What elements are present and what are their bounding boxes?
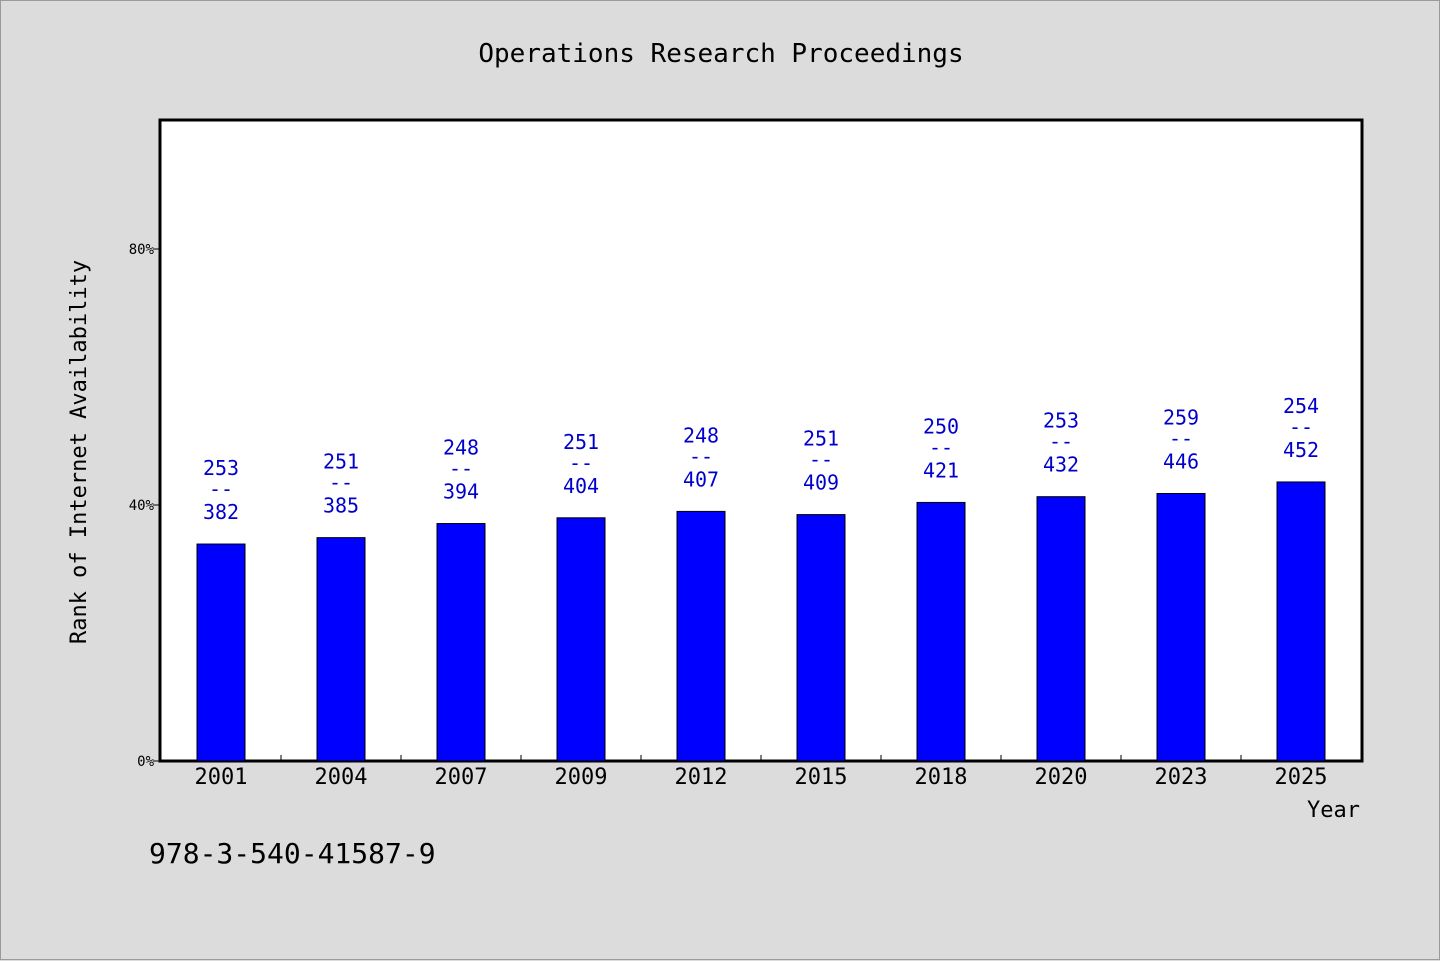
data-label-top-2001: 253 <box>203 456 239 480</box>
x-tick-label-2007: 2007 <box>435 765 488 790</box>
data-label-sep-2025: -- <box>1289 415 1313 439</box>
data-label-sep-2018: -- <box>929 435 953 459</box>
data-label-top-2015: 251 <box>803 427 839 451</box>
data-label-sep-2023: -- <box>1169 426 1193 450</box>
data-label-bottom-2004: 385 <box>323 494 359 518</box>
data-label-sep-2012: -- <box>689 444 713 468</box>
data-label-bottom-2009: 404 <box>563 474 599 498</box>
data-label-bottom-2001: 382 <box>203 500 239 524</box>
x-tick-label-2012: 2012 <box>675 765 728 790</box>
y-tick-label: 80% <box>129 242 155 258</box>
data-label-bottom-2015: 409 <box>803 471 839 495</box>
bar-2001 <box>196 543 246 762</box>
data-label-sep-2009: -- <box>569 451 593 475</box>
data-label-sep-2007: -- <box>449 457 473 481</box>
x-tick-label-2020: 2020 <box>1035 765 1088 790</box>
ticks-layer: 0% 40% 80% 2001 2004 2007 2009 2012 2015 2018 2020… <box>129 242 1328 790</box>
data-label-top-2009: 251 <box>563 430 599 454</box>
data-label-sep-2001: -- <box>209 477 233 501</box>
bar-2020 <box>1036 496 1086 762</box>
y-tick-label: 40% <box>129 498 155 514</box>
bar-2004 <box>316 537 366 762</box>
x-tick-label-2009: 2009 <box>555 765 608 790</box>
data-label-top-2018: 250 <box>923 414 959 438</box>
isbn-footnote: 978-3-540-41587-9 <box>149 837 436 870</box>
bars-layer <box>196 481 1326 762</box>
data-label-bottom-2012: 407 <box>683 467 719 491</box>
x-tick-label-2001: 2001 <box>195 765 248 790</box>
bar-2009 <box>556 517 606 762</box>
bar-2018 <box>916 501 966 762</box>
data-label-top-2004: 251 <box>323 450 359 474</box>
data-label-bottom-2018: 421 <box>923 458 959 482</box>
chart-title: Operations Research Proceedings <box>478 39 963 69</box>
bar-2007 <box>436 523 486 762</box>
bar-2015 <box>796 514 846 762</box>
bar-2023 <box>1156 492 1206 762</box>
data-label-sep-2015: -- <box>809 448 833 472</box>
data-label-sep-2020: -- <box>1049 430 1073 454</box>
x-tick-label-2004: 2004 <box>315 765 368 790</box>
bar-2025 <box>1276 481 1326 762</box>
data-label-top-2012: 248 <box>683 423 719 447</box>
data-label-top-2020: 253 <box>1043 409 1079 433</box>
data-label-bottom-2025: 452 <box>1283 438 1319 462</box>
x-axis-label: Year <box>1307 798 1360 823</box>
y-axis-label: Rank of Internet Availability <box>67 260 92 644</box>
data-label-sep-2004: -- <box>329 471 353 495</box>
data-label-bottom-2007: 394 <box>443 480 479 504</box>
data-label-top-2023: 259 <box>1163 405 1199 429</box>
x-tick-label-2015: 2015 <box>795 765 848 790</box>
bar-2012 <box>676 510 726 762</box>
x-tick-label-2023: 2023 <box>1155 765 1208 790</box>
x-tick-label-2018: 2018 <box>915 765 968 790</box>
data-label-top-2007: 248 <box>443 436 479 460</box>
data-label-bottom-2020: 432 <box>1043 453 1079 477</box>
y-tick-label: 0% <box>137 754 154 770</box>
data-label-top-2025: 254 <box>1283 394 1319 418</box>
x-tick-label-2025: 2025 <box>1275 765 1328 790</box>
data-labels-layer: 253--382251--385248--394251--404248--407… <box>203 394 1319 524</box>
data-label-bottom-2023: 446 <box>1163 449 1199 473</box>
